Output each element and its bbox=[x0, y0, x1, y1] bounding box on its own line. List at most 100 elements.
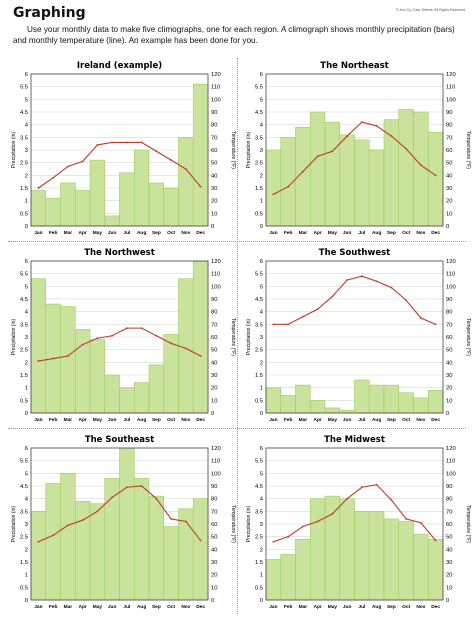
month-label: Dec bbox=[431, 230, 440, 236]
temperature-line bbox=[38, 141, 202, 189]
precipitation-bar bbox=[368, 384, 385, 414]
climograph-svg: The Southeast00.511.522.533.544.555.5601… bbox=[11, 435, 236, 610]
temperature-point bbox=[287, 185, 290, 188]
temperature-point bbox=[272, 540, 275, 543]
y2-tick-label: 40 bbox=[446, 547, 452, 553]
temperature-point bbox=[170, 518, 173, 520]
temperature-point bbox=[287, 535, 290, 538]
y-tick-label: 2.5 bbox=[20, 535, 28, 541]
temperature-point bbox=[375, 483, 378, 486]
y2-tick-label: 20 bbox=[446, 386, 452, 392]
temperature-point bbox=[287, 323, 290, 326]
precipitation-bar bbox=[383, 384, 400, 414]
precipitation-bar bbox=[45, 197, 61, 227]
plot-frame bbox=[30, 260, 209, 414]
y-tick-label: 6 bbox=[25, 446, 28, 452]
temperature-point bbox=[140, 485, 143, 487]
month-label: Oct bbox=[167, 230, 175, 236]
y2-tick-label: 90 bbox=[211, 484, 217, 490]
y-tick-label: 4 bbox=[25, 123, 29, 129]
y-tick-label: 3.5 bbox=[20, 322, 28, 328]
y2-tick-label: 50 bbox=[446, 161, 452, 167]
instructions-text: Use your monthly data to make five climo… bbox=[13, 25, 455, 45]
month-label: Jan bbox=[269, 417, 277, 423]
climograph-svg: The Southwest00.511.522.533.544.555.5601… bbox=[246, 248, 471, 423]
y-tick-label: 0.5 bbox=[255, 585, 263, 591]
y-tick-label: 0 bbox=[25, 224, 28, 230]
precipitation-bar bbox=[30, 190, 47, 227]
y2-tick-label: 100 bbox=[211, 284, 221, 290]
month-label: Apr bbox=[313, 230, 321, 236]
y-tick-label: 5.5 bbox=[255, 272, 263, 278]
month-label: Dec bbox=[431, 604, 440, 610]
precipitation-bar bbox=[74, 500, 91, 601]
precipitation-bar bbox=[133, 382, 150, 414]
y-tick-label: 3.5 bbox=[20, 135, 28, 141]
y-tick-label: 3 bbox=[260, 335, 263, 341]
temperature-point bbox=[199, 185, 202, 188]
month-label: Jun bbox=[108, 230, 117, 236]
y-tick-label: 4 bbox=[25, 310, 29, 316]
y-tick-label: 2 bbox=[25, 173, 28, 179]
month-label: Feb bbox=[284, 230, 293, 236]
precipitation-bar bbox=[30, 278, 47, 414]
precipitation-bar bbox=[60, 306, 76, 414]
y-tick-label: 1 bbox=[25, 199, 28, 205]
y-tick-label: 0 bbox=[260, 598, 263, 604]
y2-tick-label: 30 bbox=[446, 560, 452, 566]
month-label: Feb bbox=[49, 417, 58, 423]
y-tick-label: 1 bbox=[260, 573, 263, 579]
month-label: Oct bbox=[167, 604, 175, 610]
temperature-point bbox=[81, 160, 84, 163]
y2-tick-label: 30 bbox=[446, 373, 452, 379]
precipitation-bar bbox=[119, 172, 135, 227]
y2-tick-label: 50 bbox=[211, 161, 217, 167]
y-tick-label: 1 bbox=[25, 573, 28, 579]
precipitation-bar bbox=[30, 511, 47, 601]
y-tick-label: 1 bbox=[260, 386, 263, 392]
plot-frame bbox=[30, 73, 209, 227]
month-label: Aug bbox=[372, 230, 381, 236]
month-label: May bbox=[93, 230, 103, 236]
y2-tick-label: 70 bbox=[211, 135, 217, 141]
y-tick-label: 5.5 bbox=[20, 272, 28, 278]
y2-tick-label: 20 bbox=[211, 199, 217, 205]
y2-tick-label: 100 bbox=[211, 471, 221, 477]
y-tick-label: 2 bbox=[25, 360, 28, 366]
y2-tick-label: 50 bbox=[446, 348, 452, 354]
month-label: Apr bbox=[313, 417, 321, 423]
y2-tick-label: 10 bbox=[446, 585, 452, 591]
month-label: Jul bbox=[123, 417, 130, 423]
chart-title: The Southwest bbox=[319, 248, 390, 258]
precipitation-bar bbox=[148, 182, 165, 227]
month-label: Feb bbox=[284, 417, 293, 423]
y-tick-label: 1 bbox=[25, 386, 28, 392]
y-tick-label: 2.5 bbox=[20, 161, 28, 167]
plot-frame bbox=[30, 447, 209, 601]
y2-tick-label: 60 bbox=[211, 335, 217, 341]
month-label: Jun bbox=[108, 417, 117, 423]
month-label: Dec bbox=[196, 417, 205, 423]
month-label: Nov bbox=[181, 604, 190, 610]
y2-tick-label: 110 bbox=[211, 85, 220, 91]
y-tick-label: 0.5 bbox=[20, 211, 28, 217]
temperature-point bbox=[331, 512, 334, 515]
y2-tick-label: 70 bbox=[446, 509, 452, 515]
month-label: Apr bbox=[313, 604, 321, 610]
y2-tick-label: 20 bbox=[446, 199, 452, 205]
climograph-southeast: The Southeast 0 0.5 1 1.5 2 2.5 3 3.5 4 4.5 5 5.5 6 0 1… bbox=[8, 432, 237, 615]
y-tick-label: 1.5 bbox=[255, 373, 263, 379]
precipitation-bar bbox=[280, 554, 296, 601]
y-tick-label: 4.5 bbox=[255, 297, 263, 303]
y2-tick-label: 0 bbox=[446, 411, 449, 417]
temperature-point bbox=[184, 168, 187, 170]
y-tick-label: 4 bbox=[260, 497, 264, 503]
precipitation-bar bbox=[398, 392, 414, 414]
temperature-point bbox=[125, 327, 128, 330]
temperature-point bbox=[125, 141, 128, 144]
precipitation-bar bbox=[89, 339, 106, 414]
month-label: Jun bbox=[343, 604, 352, 610]
temperature-point bbox=[37, 540, 40, 543]
y2-tick-label: 120 bbox=[446, 446, 456, 452]
y-tick-label: 5.5 bbox=[255, 459, 263, 465]
